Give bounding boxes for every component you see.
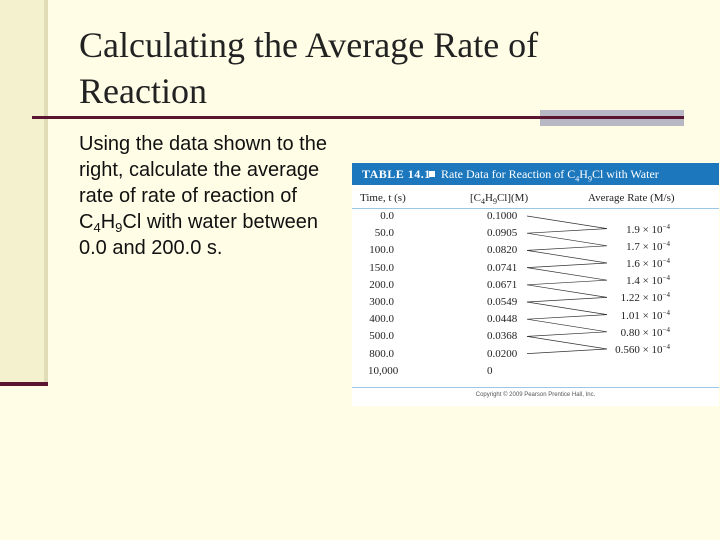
rate-exponent: −4 (662, 274, 670, 283)
connector-line-lower (526, 314, 608, 320)
rate-value: 1.6 × 10 (626, 258, 663, 270)
column-header-conc-mid: H (485, 192, 493, 204)
rate-value: 1.9 × 10 (626, 223, 663, 236)
connector-line-lower (526, 262, 608, 268)
body-text-part1: Using the data shown to the right, calcu… (79, 133, 327, 233)
rate-exponent: −4 (662, 257, 670, 265)
concentration-cell: 0.0671 (487, 278, 518, 291)
table-caption-post: Cl with Water (591, 167, 659, 181)
connector-line-upper (526, 336, 608, 350)
column-header-conc-post: Cl](M) (496, 192, 529, 204)
left-decor-rule (44, 0, 48, 386)
concentration-cell: 0.1000 (487, 210, 518, 222)
time-cell: 150.0 (369, 261, 394, 274)
rate-cell: 0.560 × 10−4 (598, 343, 670, 356)
table-number: TABLE 14.1 (362, 167, 431, 181)
table-caption-sub-9: 9 (587, 174, 592, 184)
column-header-conc-pre: [C (470, 192, 481, 204)
column-header-conc-sub-4: 4 (481, 197, 485, 207)
table-header-bar: TABLE 14.1 Rate Data for Reaction of C4H… (352, 163, 719, 185)
rate-value: 1.4 × 10 (626, 275, 663, 288)
column-header-conc-sub-9: 9 (492, 197, 497, 207)
connector-line-upper (526, 267, 608, 281)
concentration-cell: 0.0549 (487, 296, 518, 308)
column-header-rate: Average Rate (M/s) (588, 192, 675, 204)
connector-line-upper (526, 250, 608, 264)
copyright-notice: Copyright © 2009 Pearson Prentice Hall, … (475, 392, 596, 398)
rate-value: 1.22 × 10 (620, 292, 663, 305)
time-cell: 50.0 (374, 227, 394, 240)
rate-value: 1.01 × 10 (620, 309, 663, 322)
body-text-part3: Cl with water between 0.0 and 200.0 s. (79, 211, 319, 259)
concentration-cell: 0.0200 (487, 347, 518, 360)
body-text: Using the data shown to the right, calcu… (79, 131, 339, 261)
table-footer-rule (352, 387, 719, 388)
left-decor-band (0, 0, 44, 382)
rate-value: 0.80 × 10 (620, 326, 663, 339)
time-cell: 0.0 (380, 210, 394, 222)
concentration-cell: 0.0905 (487, 227, 518, 240)
rate-cell: 1.7 × 10−4 (598, 240, 670, 253)
concentration-cell: 0.0741 (487, 261, 518, 274)
rate-cell: 1.22 × 10−4 (598, 291, 670, 304)
connector-line-lower (526, 228, 608, 234)
rate-cell: 1.01 × 10−4 (598, 309, 670, 322)
interval-connector-lines (526, 215, 608, 354)
time-cell: 10,000 (368, 364, 399, 377)
rate-data-table: TABLE 14.1 Rate Data for Reaction of C4H… (352, 163, 719, 406)
rate-cell: 1.9 × 10−4 (598, 223, 670, 236)
concentration-cell: 0.0368 (487, 330, 518, 343)
table-caption-mid: H (579, 167, 588, 181)
rate-cell: 0.80 × 10−4 (598, 326, 670, 339)
square-bullet-icon (429, 171, 435, 177)
connector-line-lower (526, 331, 608, 337)
time-cell: 500.0 (369, 330, 394, 343)
time-cell: 300.0 (369, 296, 394, 308)
connector-line-upper (526, 318, 608, 333)
rate-exponent: −4 (662, 308, 670, 317)
time-cell: 100.0 (369, 244, 394, 257)
concentration-cell: 0.0820 (487, 244, 518, 257)
table-caption-sub-4: 4 (575, 174, 580, 184)
connector-line-lower (526, 279, 608, 286)
rate-value: 0.560 × 10 (615, 344, 663, 356)
time-cell: 400.0 (369, 313, 394, 326)
body-sub-4: 4 (93, 220, 101, 235)
connector-line-upper (526, 301, 608, 315)
rate-exponent: −4 (662, 343, 670, 351)
title-rule (32, 116, 684, 119)
rate-exponent: −4 (662, 222, 670, 231)
rate-exponent: −4 (662, 239, 670, 248)
time-cell: 200.0 (369, 278, 394, 291)
connector-line-upper (526, 232, 608, 247)
connector-line-upper (526, 284, 608, 298)
body-sub-9: 9 (115, 220, 123, 235)
column-header-concentration: [C4H9Cl](M) (470, 192, 528, 206)
body-text-part2: H (100, 211, 116, 233)
time-cell: 800.0 (369, 347, 394, 360)
concentration-cell: 0.0448 (487, 313, 518, 326)
rate-exponent: −4 (662, 325, 670, 334)
left-decor-accent (0, 382, 48, 386)
connector-line-lower (526, 245, 608, 251)
rate-value: 1.7 × 10 (626, 240, 663, 253)
concentration-cell: 0 (487, 364, 493, 377)
table-caption-pre: Rate Data for Reaction of C (441, 167, 576, 181)
rate-cell: 1.4 × 10−4 (598, 274, 670, 287)
connector-line-upper (526, 215, 608, 229)
rate-exponent: −4 (662, 291, 670, 300)
slide-title: Calculating the Average Rate of Reaction (79, 25, 539, 111)
table-header-rule (352, 208, 719, 209)
connector-line-lower (526, 297, 608, 303)
rate-cell: 1.6 × 10−4 (598, 257, 670, 270)
table-caption: Rate Data for Reaction of C4H9Cl with Wa… (441, 167, 659, 183)
connector-line-lower (526, 348, 608, 354)
column-header-time: Time, t (s) (360, 192, 406, 204)
